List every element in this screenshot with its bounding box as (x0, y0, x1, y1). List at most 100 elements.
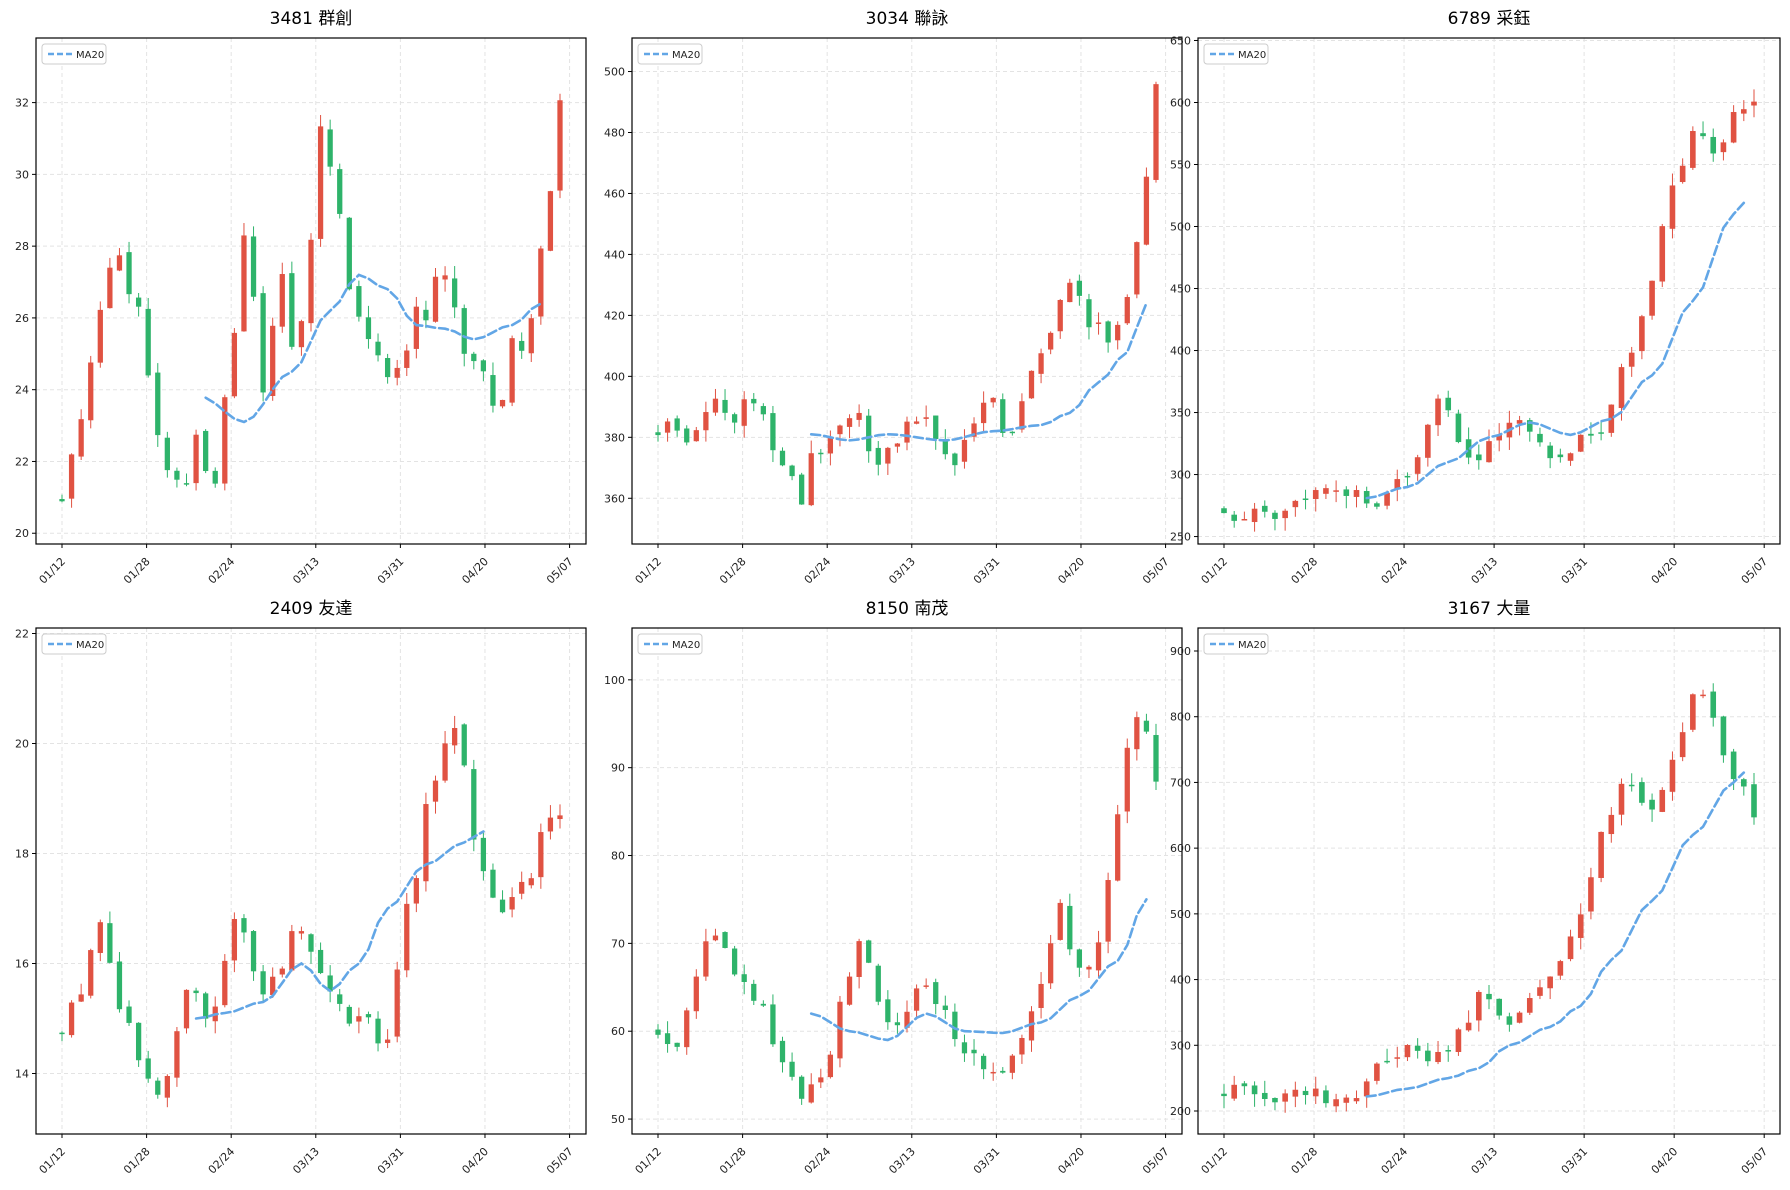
x-tick-label: 05/07 (544, 555, 576, 587)
candle-body (1476, 991, 1482, 1021)
y-tick-label: 22 (15, 628, 29, 641)
candle-body (298, 931, 305, 934)
candle-body (289, 931, 295, 971)
x-tick-label: 03/31 (375, 555, 407, 587)
plot-frame (631, 627, 1183, 1135)
candle-body (480, 360, 487, 372)
x-tick-label: 01/12 (1199, 1145, 1231, 1177)
candle-body (1261, 505, 1268, 512)
candle-body (875, 965, 881, 1002)
candle-body (107, 267, 113, 309)
candle-body (145, 1058, 151, 1079)
candle-body (1628, 784, 1635, 787)
candle-body (327, 129, 333, 167)
plot-frame (1197, 37, 1781, 545)
candle-body (1730, 751, 1737, 780)
x-tick-label: 04/20 (1649, 555, 1681, 587)
candle-body (904, 421, 910, 443)
candle-body (674, 1042, 680, 1047)
candle-body (1272, 1097, 1278, 1103)
candle-body (1251, 508, 1258, 523)
candle-body (1312, 1088, 1319, 1097)
candle-body (923, 417, 929, 419)
candle-body (135, 1022, 142, 1061)
legend-box (637, 43, 703, 65)
legend: MA20 (41, 43, 107, 65)
x-tick-label: 05/07 (544, 1145, 576, 1177)
candle-body (1608, 814, 1615, 835)
candle-body (1038, 353, 1044, 374)
candle-body (770, 413, 776, 451)
candle-body (1048, 332, 1054, 350)
candle-body (684, 428, 690, 443)
candle-body (1649, 280, 1655, 316)
x-tick-label: 03/13 (886, 555, 918, 587)
y-tick-label: 600 (1170, 842, 1191, 855)
chart-title: 8150 南茂 (866, 599, 949, 619)
candle-body (97, 309, 103, 363)
y-tick-label: 30 (15, 168, 29, 181)
x-tick-label: 02/24 (206, 1145, 238, 1177)
y-tick-label: 400 (1170, 974, 1191, 987)
candle-body (1302, 1090, 1309, 1096)
y-tick-label: 20 (15, 738, 29, 751)
candle-body (990, 1071, 996, 1074)
x-tick-label: 03/31 (375, 1145, 407, 1177)
candle-body (722, 932, 728, 948)
ma20-line (1365, 771, 1746, 1098)
candle-body (779, 1040, 786, 1063)
candle-body (452, 728, 458, 746)
candle-body (1221, 1093, 1227, 1097)
candle-body (712, 935, 719, 941)
candle-body (1526, 998, 1533, 1013)
y-tick-label: 420 (604, 309, 625, 322)
candle-body (78, 994, 84, 1002)
candle-body (1115, 324, 1121, 341)
candle-body (116, 961, 123, 1010)
candle-body (1143, 176, 1150, 245)
x-tick-label: 02/24 (1379, 555, 1411, 587)
candle-body (365, 317, 372, 340)
candle-body (818, 1077, 824, 1083)
candle-body (1628, 352, 1635, 367)
candle-body (1124, 747, 1130, 812)
candle-body (655, 1029, 661, 1035)
candle-body (174, 470, 180, 480)
candle-body (1067, 282, 1073, 303)
y-tick-label: 26 (15, 312, 29, 325)
candle-body (971, 1049, 977, 1054)
legend: MA20 (1203, 633, 1269, 655)
legend-box (1203, 633, 1269, 655)
candle-body (126, 1006, 132, 1023)
y-tick-label: 300 (1170, 469, 1191, 482)
candle-body (799, 474, 805, 505)
y-tick-label: 20 (15, 527, 29, 540)
candle-body (846, 418, 853, 427)
ma20-line (809, 898, 1148, 1042)
candle-body (270, 976, 276, 995)
candle-body (174, 1031, 180, 1078)
candle-body (1241, 519, 1248, 521)
candle-body (413, 878, 419, 904)
candle-body (856, 412, 862, 420)
candle-body (1374, 1063, 1380, 1081)
candle-body (68, 454, 75, 499)
candle-body (1343, 489, 1350, 496)
candle-body (904, 1011, 910, 1028)
x-tick-label: 01/28 (1289, 1145, 1321, 1177)
candle-body (442, 275, 448, 280)
x-tick-label: 01/28 (1289, 555, 1321, 587)
y-tick-label: 14 (15, 1068, 29, 1081)
candle-body (241, 235, 247, 332)
candle-body (808, 1084, 814, 1103)
candle-body (655, 432, 661, 436)
candle-body (250, 236, 257, 297)
candle-body (164, 1076, 170, 1098)
candle-body (241, 918, 247, 933)
candle-body (1465, 1022, 1472, 1031)
legend: MA20 (637, 43, 703, 65)
candle-body (193, 990, 199, 994)
y-tick-label: 70 (611, 937, 625, 950)
candle-body (693, 976, 699, 1012)
